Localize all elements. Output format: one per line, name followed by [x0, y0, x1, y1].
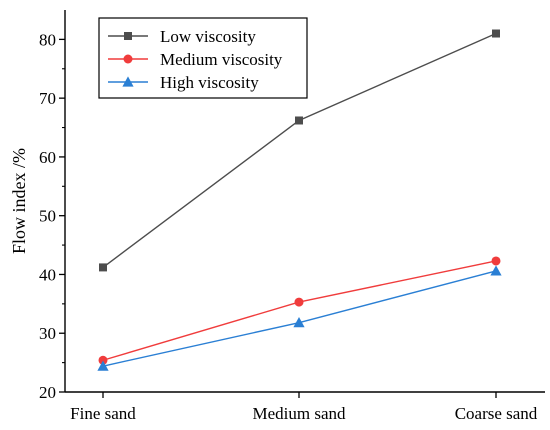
- y-tick-label: 30: [39, 324, 56, 343]
- y-tick-label: 70: [39, 89, 56, 108]
- y-tick-label: 40: [39, 265, 56, 284]
- series-group: [99, 29, 500, 272]
- legend-label: High viscosity: [160, 73, 259, 92]
- x-axis-ticks: Fine sand Medium sand Coarse sand: [70, 392, 538, 423]
- data-point-triangle: [97, 360, 109, 371]
- y-axis-title: Flow index /%: [9, 148, 29, 254]
- data-point-triangle: [122, 76, 134, 87]
- legend-label: Medium viscosity: [160, 50, 283, 69]
- y-tick-label: 20: [39, 383, 56, 402]
- x-tick-label: Medium sand: [252, 404, 346, 423]
- legend-box: [98, 17, 308, 99]
- data-point-triangle: [490, 265, 502, 276]
- data-point-circle: [491, 256, 501, 266]
- y-tick-label: 60: [39, 148, 56, 167]
- series-group: [97, 265, 502, 371]
- data-point-triangle: [293, 317, 305, 328]
- data-point-circle: [123, 54, 133, 64]
- data-point-circle: [98, 355, 108, 365]
- legend-label: Low viscosity: [160, 27, 256, 46]
- data-point-square: [295, 116, 303, 125]
- data-point-square: [492, 29, 500, 38]
- series: [97, 29, 502, 371]
- x-tick-label: Coarse sand: [455, 404, 538, 423]
- data-point-circle: [294, 297, 304, 307]
- legend-entries: Low viscosity Medium viscosity High viscos…: [108, 27, 283, 92]
- data-point-square: [124, 32, 132, 40]
- legend: Low viscosity Medium viscosity High viscos…: [98, 17, 308, 99]
- axes: [64, 10, 545, 393]
- y-axis-ticks: 20 30 40 50 60 70 80: [39, 30, 65, 402]
- series-group: [98, 256, 501, 365]
- y-tick-label: 80: [39, 30, 56, 49]
- data-point-square: [99, 263, 107, 272]
- x-tick-label: Fine sand: [70, 404, 136, 423]
- y-tick-label: 50: [39, 207, 56, 226]
